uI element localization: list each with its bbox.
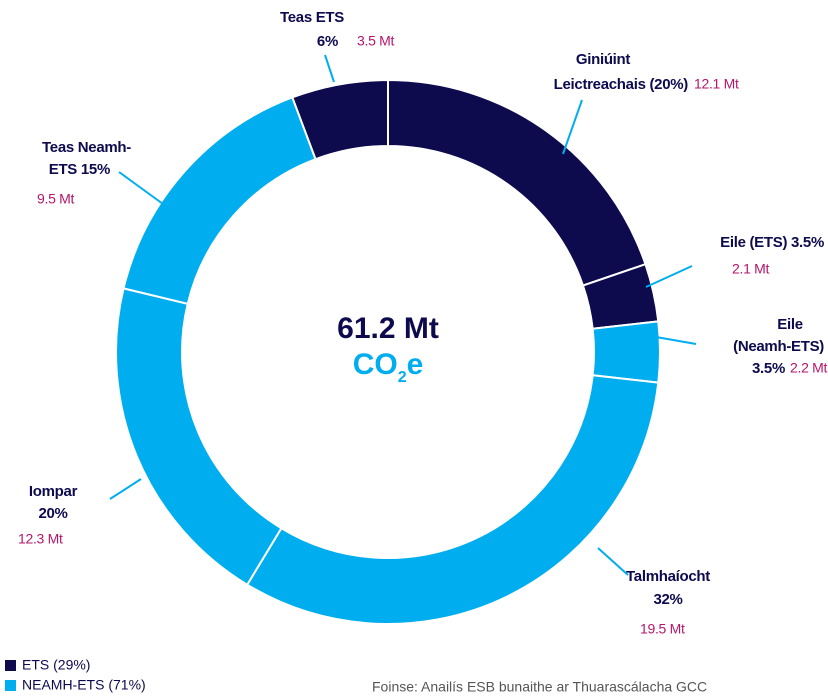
legend-label: NEAMH-ETS (71%) xyxy=(22,677,146,693)
donut-segment xyxy=(387,78,647,287)
legend-label: ETS (29%) xyxy=(22,657,90,673)
segment-label: 3.5% xyxy=(752,360,785,377)
center-unit-subscript: 2 xyxy=(398,369,407,386)
donut-segment xyxy=(291,78,389,161)
legend-swatch xyxy=(5,660,16,671)
legend-swatch xyxy=(5,680,16,691)
segment-label: ETS 15% xyxy=(49,161,110,178)
segment-label: 20% xyxy=(38,505,67,522)
segment-label: Talmhaíocht xyxy=(626,568,710,585)
donut-segment xyxy=(591,320,661,384)
segment-label: Eile (ETS) 3.5% xyxy=(720,234,824,251)
center-unit: CO2e xyxy=(353,348,424,386)
center-label: 61.2 Mt xyxy=(337,312,439,345)
leader-line xyxy=(109,478,142,500)
leader-line xyxy=(597,547,629,576)
center-unit-part: CO xyxy=(353,348,398,381)
donut-segment xyxy=(245,374,660,625)
value-label: 9.5 Mt xyxy=(37,191,75,207)
segment-label: Teas Neamh- xyxy=(42,139,131,156)
leader-line xyxy=(118,171,164,205)
donut-segment xyxy=(122,96,317,306)
segment-label: 32% xyxy=(653,591,682,608)
leader-line xyxy=(645,265,693,288)
leader-line xyxy=(655,336,697,345)
segment-label: Teas ETS xyxy=(280,9,344,26)
segment-label: 6% xyxy=(317,33,338,50)
value-label: 19.5 Mt xyxy=(640,621,685,637)
value-label: 2.2 Mt xyxy=(790,360,828,376)
segment-label: Leictreachais (20%) xyxy=(554,76,689,93)
value-label: 12.3 Mt xyxy=(18,531,63,547)
leader-line xyxy=(562,99,583,155)
segment-label: Eile xyxy=(777,316,802,333)
value-label: 2.1 Mt xyxy=(732,261,770,277)
segment-label: Giniúint xyxy=(576,51,631,68)
center-unit-part: e xyxy=(407,348,424,381)
donut-segment xyxy=(115,287,283,587)
source: Foinse: Anailís ESB bunaithe ar Thuarasc… xyxy=(372,679,707,695)
leader-line xyxy=(324,54,335,83)
segment-label: (Neamh-ETS) xyxy=(733,338,824,355)
segment-label: Iompar xyxy=(29,483,78,500)
value-label: 12.1 Mt xyxy=(694,76,739,92)
value-label: 3.5 Mt xyxy=(357,33,395,49)
